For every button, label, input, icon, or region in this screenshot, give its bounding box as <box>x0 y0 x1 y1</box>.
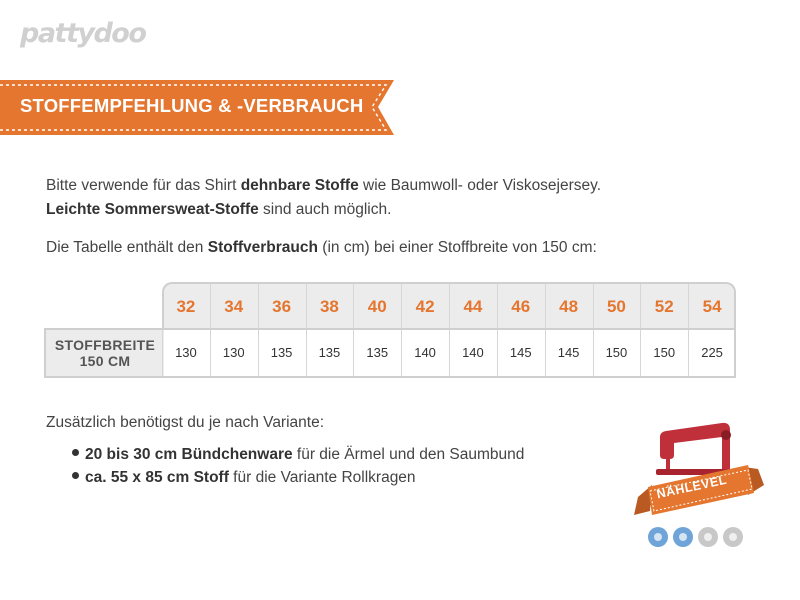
sewing-level-badge: NÄHLEVEL <box>630 415 770 555</box>
size-header-cell: 44 <box>463 297 483 316</box>
column-divider <box>305 284 307 330</box>
column-divider <box>162 330 163 376</box>
value-cell: 145 <box>557 345 580 360</box>
size-header-cell: 36 <box>272 297 292 316</box>
size-header-cell: 48 <box>559 297 579 316</box>
value-cell: 150 <box>605 345 628 360</box>
column-divider <box>353 330 355 376</box>
value-cell: 135 <box>318 345 341 360</box>
level-dot-inactive <box>698 527 718 547</box>
size-header-cell: 46 <box>511 297 531 316</box>
level-dot-active <box>648 527 668 547</box>
size-header-cell: 54 <box>702 297 722 316</box>
column-divider <box>209 284 211 330</box>
bullet-icon <box>72 449 79 457</box>
column-divider <box>544 284 546 330</box>
column-divider <box>640 330 642 376</box>
column-divider <box>257 284 259 330</box>
column-divider <box>592 284 594 330</box>
sewing-level-indicator <box>648 527 748 551</box>
value-cell: 140 <box>414 345 436 360</box>
value-cell: 140 <box>462 345 484 360</box>
column-divider <box>640 284 642 330</box>
list-item: 20 bis 30 cm Bündchenware für die Ärmel … <box>72 443 524 466</box>
bold-fabric-usage: Stoffverbrauch <box>207 239 318 256</box>
intro-paragraph: Bitte verwende für das Shirt dehnbare St… <box>46 177 602 218</box>
additional-list: 20 bis 30 cm Bündchenware für die Ärmel … <box>72 443 524 489</box>
bullet-icon <box>72 472 79 480</box>
size-header-cell: 32 <box>176 297 196 316</box>
value-cell: 135 <box>366 345 389 360</box>
column-divider <box>496 330 498 376</box>
column-divider <box>688 284 690 330</box>
size-header-cell: 40 <box>367 297 387 316</box>
value-cell: 130 <box>222 345 245 360</box>
size-header-cell: 52 <box>654 297 674 316</box>
column-divider <box>401 284 403 330</box>
section-banner: STOFFEMPFEHLUNG & -VERBRAUCH <box>0 80 394 135</box>
ribbon-shape <box>0 80 394 135</box>
value-cell: 130 <box>175 345 197 360</box>
size-header-cell: 34 <box>224 297 244 316</box>
column-divider <box>257 330 259 376</box>
column-divider <box>449 284 450 330</box>
sewing-machine-icon <box>634 422 764 515</box>
pattydoo-logo: pattydoo <box>20 18 147 49</box>
value-cell: 225 <box>701 345 723 360</box>
size-header-cell: 50 <box>606 297 626 316</box>
value-cell: 145 <box>509 345 532 360</box>
table-intro: Die Tabelle enthält den Stoffverbrauch (… <box>46 239 597 256</box>
bold-stretch-fabrics: dehnbare Stoffe <box>240 177 359 194</box>
section-title: STOFFEMPFEHLUNG & -VERBRAUCH <box>20 95 364 116</box>
row-label-fabric-width: STOFFBREITE 150 CM <box>46 330 164 376</box>
column-divider <box>496 284 498 330</box>
size-header-row: 32 34 36 38 40 42 44 46 48 50 52 54 <box>162 282 736 330</box>
column-divider <box>449 330 450 376</box>
column-divider <box>544 330 546 376</box>
column-divider <box>353 284 355 330</box>
table-row: STOFFBREITE 150 CM 130 130 135 135 135 140 140… <box>44 328 736 378</box>
fabric-usage-table: 32 34 36 38 40 42 44 46 48 50 52 54 STOFFBREITE 150… <box>44 282 736 378</box>
column-divider <box>592 330 594 376</box>
size-header-cell: 42 <box>415 297 435 316</box>
column-divider <box>209 330 211 376</box>
list-item: ca. 55 x 85 cm Stoff für die Variante Ro… <box>72 466 524 489</box>
column-divider <box>688 330 690 376</box>
bold-light-sweat: Leichte Sommersweat-Stoffe <box>46 201 259 218</box>
level-dot-inactive <box>723 527 743 547</box>
additional-heading: Zusätzlich benötigst du je nach Variante… <box>46 414 325 431</box>
column-divider <box>305 330 307 376</box>
level-dot-active <box>673 527 693 547</box>
value-cell: 150 <box>653 345 676 360</box>
value-cell: 135 <box>270 345 293 360</box>
size-header-cell: 38 <box>319 297 339 316</box>
column-divider <box>401 330 403 376</box>
